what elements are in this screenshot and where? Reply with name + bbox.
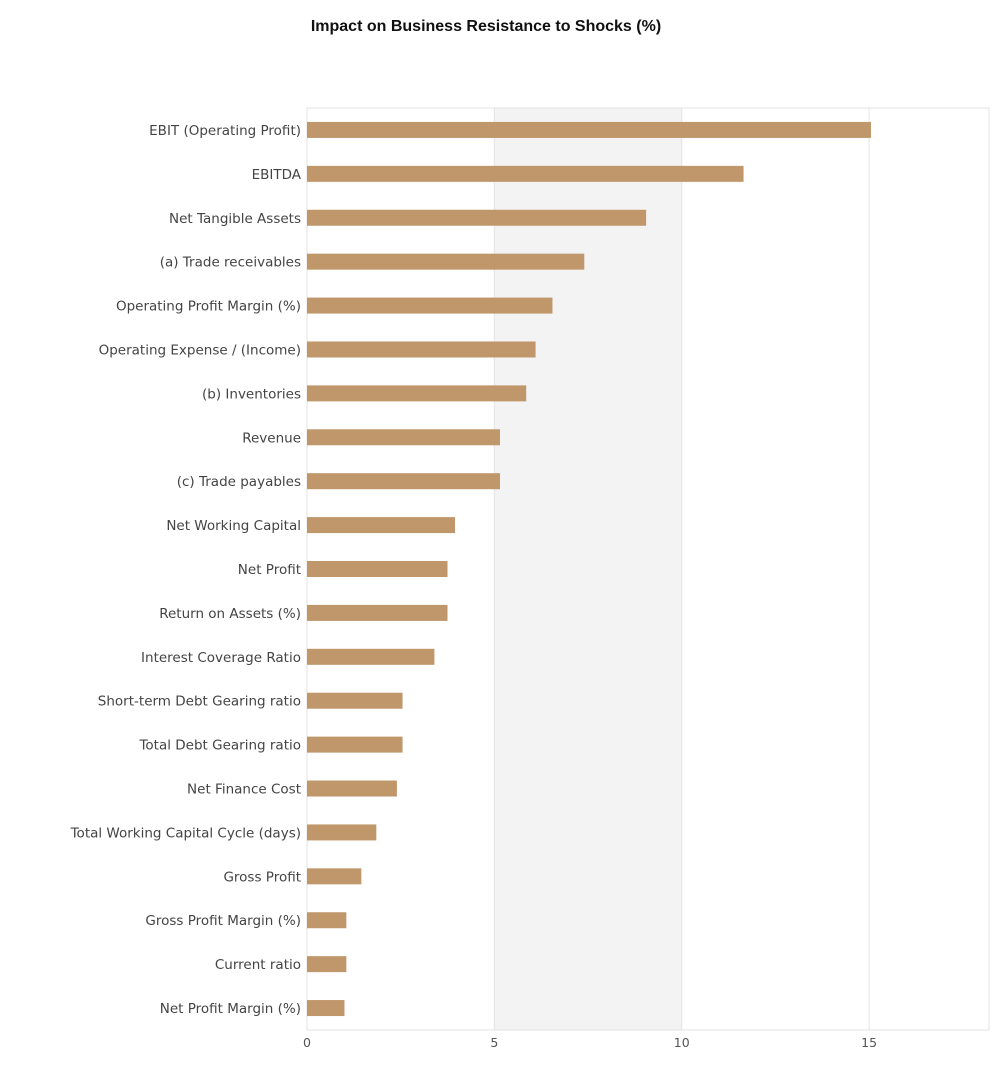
- x-tick-label: 0: [303, 1035, 311, 1050]
- bar: [307, 165, 744, 182]
- x-tick-label: 5: [490, 1035, 498, 1050]
- bar: [307, 385, 527, 402]
- chart-title: Impact on Business Resistance to Shocks …: [310, 18, 662, 35]
- category-label: Net Working Capital: [166, 518, 301, 534]
- category-label: EBIT (Operating Profit): [149, 123, 301, 139]
- category-label: Gross Profit Margin (%): [145, 913, 301, 929]
- category-label: Current ratio: [215, 957, 301, 973]
- bar: [307, 517, 456, 534]
- bar: [307, 429, 500, 446]
- bar: [307, 561, 448, 577]
- bar: [307, 341, 536, 358]
- category-label: Operating Expense / (Income): [99, 342, 301, 358]
- bar: [307, 1000, 345, 1017]
- bar: [307, 912, 347, 929]
- category-label: Return on Assets (%): [159, 606, 301, 622]
- category-label: Net Tangible Assets: [169, 211, 301, 227]
- category-label: (c) Trade payables: [177, 474, 301, 490]
- x-tick-label: 10: [674, 1035, 690, 1050]
- grid-band: [494, 108, 682, 1030]
- bar: [307, 736, 403, 753]
- bar: [307, 297, 553, 314]
- bar: [307, 956, 347, 973]
- category-label: (b) Inventories: [202, 386, 301, 402]
- bar: [307, 648, 435, 665]
- bar: [307, 209, 647, 226]
- bar: [307, 121, 871, 138]
- bar: [307, 780, 397, 797]
- bar: [307, 692, 403, 709]
- bar: [307, 824, 377, 841]
- category-label: Net Profit: [238, 562, 301, 578]
- category-label: Total Debt Gearing ratio: [138, 738, 301, 754]
- category-label: Short-term Debt Gearing ratio: [98, 694, 301, 710]
- category-label: Revenue: [242, 430, 301, 446]
- category-label: Total Working Capital Cycle (days): [70, 825, 301, 841]
- category-label: Operating Profit Margin (%): [116, 299, 301, 315]
- category-label: EBITDA: [252, 167, 302, 183]
- bar: [307, 868, 362, 885]
- category-label: (a) Trade receivables: [160, 255, 301, 271]
- category-label: Net Profit Margin (%): [160, 1001, 301, 1017]
- bar: [307, 473, 500, 490]
- bar: [307, 604, 448, 621]
- category-label: Gross Profit: [223, 869, 301, 885]
- x-tick-label: 15: [861, 1035, 877, 1050]
- category-label: Net Finance Cost: [187, 782, 301, 798]
- category-label: Interest Coverage Ratio: [141, 650, 301, 666]
- bar: [307, 253, 585, 270]
